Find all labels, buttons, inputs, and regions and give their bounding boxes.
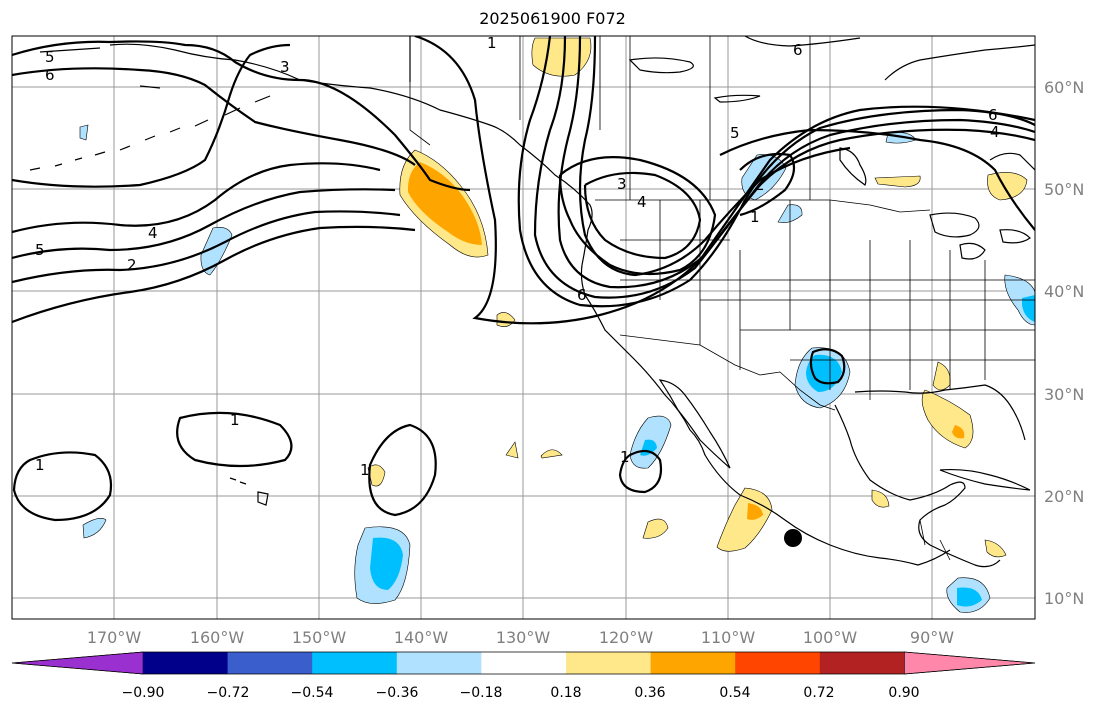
colorbar-tick-label: −0.90 bbox=[122, 685, 165, 701]
height-contours bbox=[12, 36, 1035, 522]
lat-tick-label: 10°N bbox=[1044, 589, 1084, 608]
lat-tick-label: 50°N bbox=[1044, 180, 1084, 199]
colorbar bbox=[11, 651, 1036, 675]
colorbar-outline bbox=[11, 651, 1036, 675]
latitude-labels: 60°N 50°N 40°N 30°N 20°N 10°N bbox=[1044, 78, 1084, 608]
longitude-labels: 170°W 160°W 150°W 140°W 130°W 120°W 110°… bbox=[87, 628, 954, 647]
contour-label: 2 bbox=[127, 256, 137, 274]
contour-label: 1 bbox=[487, 34, 497, 52]
contour-labels: 5 6 3 4 2 5 6 5 6 4 3 6 1 1 1 1 1 1 2 4 bbox=[35, 34, 1000, 479]
political-borders bbox=[409, 36, 1035, 561]
colorbar-segment bbox=[566, 652, 652, 674]
lon-tick-label: 110°W bbox=[701, 628, 756, 647]
anomaly-negative-strong bbox=[370, 537, 403, 590]
contour-label: 4 bbox=[148, 224, 158, 242]
contour-label: 5 bbox=[35, 241, 45, 259]
colorbar-segment bbox=[650, 652, 736, 674]
anomaly-positive bbox=[367, 464, 386, 487]
colorbar-tick-label: 0.72 bbox=[803, 685, 834, 701]
map-content: 5 6 3 4 2 5 6 5 6 4 3 6 1 1 1 1 1 1 2 4 bbox=[12, 34, 1035, 619]
lon-tick-label: 100°W bbox=[803, 628, 858, 647]
map-frame bbox=[11, 35, 1036, 620]
contour-label: 3 bbox=[280, 58, 290, 76]
anomaly-positive bbox=[531, 37, 592, 77]
gridlines bbox=[12, 36, 1035, 619]
colorbar-segment bbox=[312, 652, 398, 674]
anomaly-positive bbox=[540, 449, 563, 459]
anomaly-positive-strong bbox=[952, 425, 965, 439]
colorbar-tick-label: 0.90 bbox=[888, 685, 919, 701]
lat-tick-label: 40°N bbox=[1044, 282, 1084, 301]
anomaly-positive-strong bbox=[747, 503, 763, 520]
colorbar-tick-label: −0.72 bbox=[207, 685, 250, 701]
contour-label: 1 bbox=[35, 456, 45, 474]
contour-label: 5 bbox=[730, 124, 740, 142]
anomaly-negative bbox=[79, 124, 89, 141]
contour-label: 6 bbox=[577, 286, 587, 304]
anomaly-negative-strong bbox=[1022, 295, 1035, 322]
contour-label: 6 bbox=[45, 66, 55, 84]
contour-label: 4 bbox=[637, 193, 647, 211]
colorbar-segment bbox=[819, 652, 905, 674]
anomaly-positive bbox=[874, 175, 921, 188]
lon-tick-label: 160°W bbox=[190, 628, 245, 647]
colorbar-tick-label: −0.36 bbox=[376, 685, 419, 701]
lat-tick-label: 20°N bbox=[1044, 487, 1084, 506]
colorbar-segment bbox=[396, 652, 482, 674]
contour-label: 4 bbox=[990, 123, 1000, 141]
anomaly-negative bbox=[82, 518, 107, 539]
contour-label: 5 bbox=[45, 48, 55, 66]
anomaly-negative bbox=[200, 227, 233, 276]
colorbar-segment bbox=[143, 652, 229, 674]
lat-tick-label: 60°N bbox=[1044, 78, 1084, 97]
contour-label: 1 bbox=[360, 461, 370, 479]
anomaly-positive bbox=[871, 489, 890, 508]
contour-label: 6 bbox=[793, 41, 803, 59]
contour-label: 2 bbox=[755, 176, 765, 194]
colorbar-segment bbox=[481, 652, 567, 674]
anomaly-positive bbox=[987, 172, 1028, 201]
anomaly-positive bbox=[505, 441, 519, 459]
contour-label: 1 bbox=[230, 411, 240, 429]
anomaly-positive-strong bbox=[407, 162, 482, 245]
colorbar-tick-label: 0.54 bbox=[719, 685, 750, 701]
lon-tick-label: 140°W bbox=[394, 628, 449, 647]
contour-label: 1 bbox=[750, 208, 760, 226]
lon-tick-label: 150°W bbox=[292, 628, 347, 647]
colorbar-tick-label: 0.18 bbox=[550, 685, 581, 701]
contour-label: 3 bbox=[617, 175, 627, 193]
lon-tick-label: 90°W bbox=[910, 628, 954, 647]
colorbar-segment bbox=[735, 652, 821, 674]
colorbar-tick-label: −0.54 bbox=[291, 685, 334, 701]
anomaly-positive bbox=[642, 518, 669, 539]
map-title: 2025061900 F072 bbox=[479, 9, 626, 28]
lon-tick-label: 170°W bbox=[87, 628, 142, 647]
colorbar-extend-low bbox=[11, 651, 144, 675]
anomaly-positive bbox=[984, 539, 1007, 558]
contour-label: 6 bbox=[988, 106, 998, 124]
colorbar-labels: −0.90 −0.72 −0.54 −0.36 −0.18 0.18 0.36 … bbox=[122, 685, 920, 701]
contour-label: 1 bbox=[620, 448, 630, 466]
location-marker bbox=[784, 529, 802, 547]
colorbar-tick-label: −0.18 bbox=[460, 685, 503, 701]
lon-tick-label: 130°W bbox=[496, 628, 551, 647]
colorbar-segment bbox=[227, 652, 313, 674]
anomaly-negative-strong bbox=[957, 587, 982, 607]
lon-tick-label: 120°W bbox=[599, 628, 654, 647]
anomaly-shading bbox=[79, 37, 1035, 613]
colorbar-extend-high bbox=[904, 651, 1036, 675]
lat-tick-label: 30°N bbox=[1044, 385, 1084, 404]
coastlines bbox=[29, 36, 1035, 568]
colorbar-tick-label: 0.36 bbox=[634, 685, 665, 701]
